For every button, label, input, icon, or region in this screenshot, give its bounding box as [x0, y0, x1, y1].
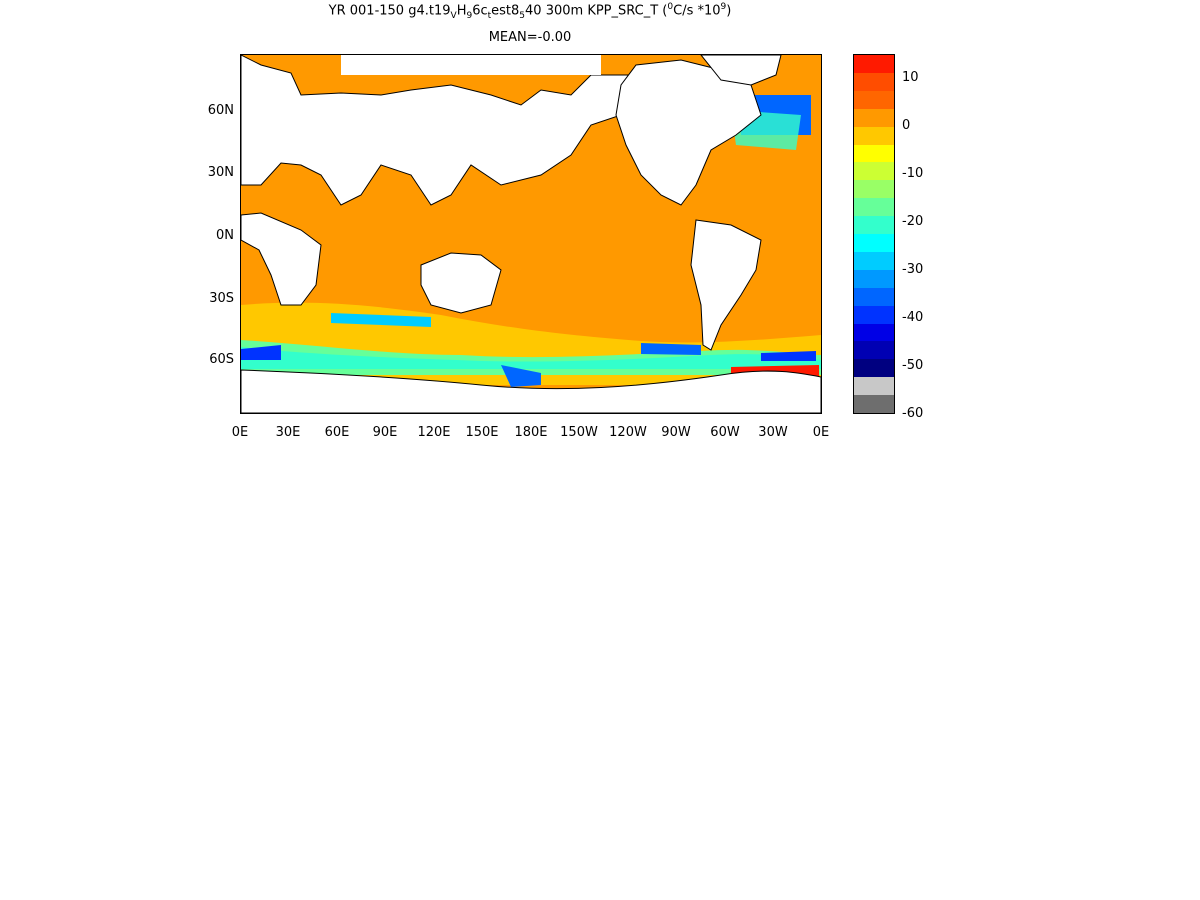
south-america-land — [690, 219, 762, 351]
cbar-label-minus20: -20 — [902, 214, 924, 229]
colorbar-box — [854, 251, 894, 271]
colorbar-box — [854, 216, 894, 235]
colorbar-box — [854, 234, 894, 253]
map-svg — [241, 55, 821, 413]
y-tick-30n: 30N — [207, 165, 234, 180]
colorbar — [853, 54, 895, 414]
australia-land — [420, 252, 502, 314]
colorbar-box — [854, 377, 894, 396]
colorbar-box — [854, 126, 894, 145]
colorbar-box — [854, 287, 894, 307]
cbar-label-10: 10 — [902, 70, 919, 85]
x-tick-0e-end: 0E — [812, 425, 830, 440]
colorbar-box — [854, 323, 894, 342]
arctic-white — [341, 55, 601, 75]
eurasia-africa-land — [241, 55, 632, 306]
x-tick-60e: 60E — [324, 425, 350, 440]
colorbar-box — [854, 305, 894, 324]
x-tick-120w: 120W — [609, 425, 647, 440]
colorbar-box — [854, 198, 894, 217]
colorbar-box — [854, 55, 894, 74]
colorbar-box — [854, 90, 894, 110]
y-tick-60n: 60N — [207, 103, 234, 118]
colorbar-box — [854, 269, 894, 289]
y-tick-60s: 60S — [209, 352, 234, 367]
x-tick-0e: 0E — [231, 425, 249, 440]
cbar-label-0: 0 — [902, 118, 911, 133]
cbar-label-minus60: -60 — [902, 406, 924, 421]
x-tick-150w: 150W — [560, 425, 598, 440]
colorbar-box — [854, 144, 894, 163]
colorbar-box — [854, 108, 894, 128]
x-tick-90e: 90E — [372, 425, 398, 440]
antarctica-land — [241, 369, 821, 413]
mean-label: MEAN=-0.00 — [488, 30, 572, 45]
y-tick-30s: 30S — [209, 291, 234, 306]
colorbar-box — [854, 72, 894, 92]
colorbar-box — [854, 395, 894, 414]
colorbar-box — [854, 162, 894, 181]
x-tick-60w: 60W — [710, 425, 740, 440]
x-tick-30e: 30E — [275, 425, 301, 440]
x-tick-90w: 90W — [661, 425, 691, 440]
colorbar-box — [854, 359, 894, 378]
plot-title: YR 001-150 g4.t19VH96ctest8540 300m KPP_… — [328, 2, 732, 21]
greenland-land — [700, 55, 782, 86]
y-tick-0n: 0N — [216, 228, 234, 243]
x-tick-120e: 120E — [417, 425, 451, 440]
cbar-label-minus50: -50 — [902, 358, 924, 373]
cbar-label-minus10: -10 — [902, 166, 924, 181]
cbar-label-minus40: -40 — [902, 310, 924, 325]
x-tick-30w: 30W — [758, 425, 788, 440]
x-tick-150e: 150E — [465, 425, 499, 440]
x-tick-180e: 180E — [514, 425, 548, 440]
cbar-label-minus30: -30 — [902, 262, 924, 277]
colorbar-box — [854, 180, 894, 199]
map-plot — [240, 54, 822, 414]
colorbar-box — [854, 341, 894, 360]
